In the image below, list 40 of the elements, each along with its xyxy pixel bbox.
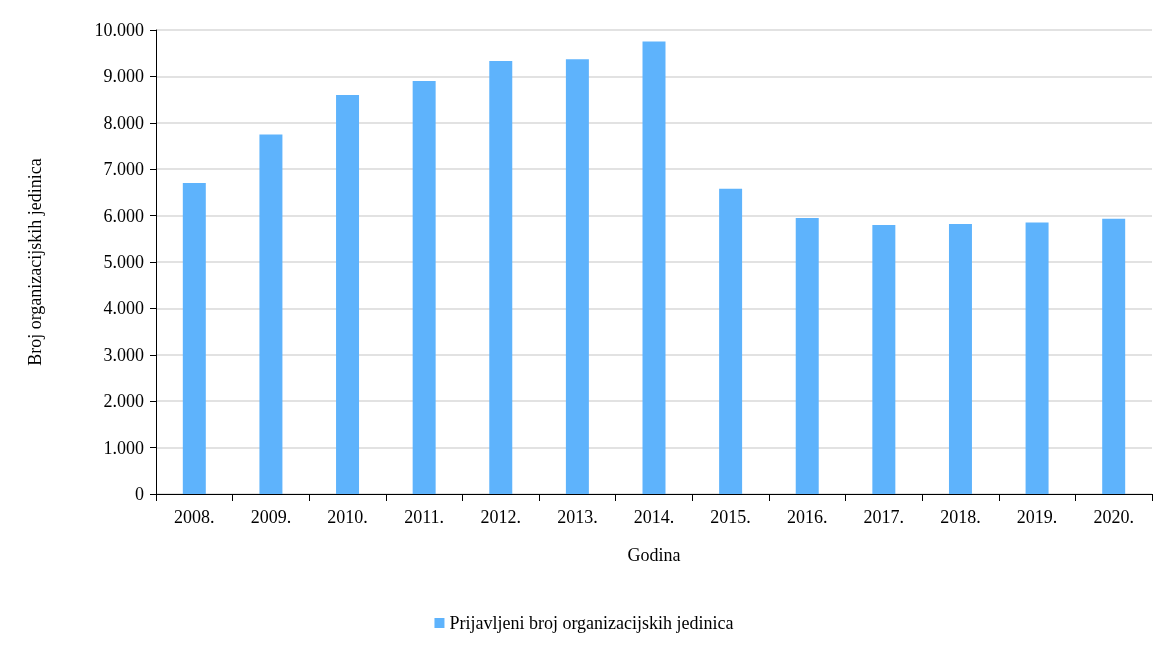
x-tick-label: 2009. xyxy=(250,507,292,527)
y-tick-label: 7.000 xyxy=(103,159,144,180)
bar xyxy=(948,223,972,494)
x-tick-label: 2011. xyxy=(404,507,445,527)
bar xyxy=(259,134,283,494)
bar xyxy=(412,81,436,494)
y-axis-title: Broj organizacijskih jedinica xyxy=(25,158,45,366)
legend-label: Prijavljeni broj organizacijskih jedinica xyxy=(449,613,734,633)
bar xyxy=(336,94,360,494)
y-tick-label: 6.000 xyxy=(103,205,144,226)
x-tick-label: 2015. xyxy=(710,507,751,527)
x-tick-label: 2008. xyxy=(174,507,215,527)
bar xyxy=(642,41,666,494)
x-tick-label: 2018. xyxy=(940,507,981,527)
x-tick-label: 2014. xyxy=(633,507,675,527)
bar xyxy=(565,59,589,494)
y-tick-label: 4.000 xyxy=(103,298,144,319)
y-tick-label: 8.000 xyxy=(103,112,144,133)
bar xyxy=(872,224,896,494)
bar xyxy=(1102,218,1126,494)
bar xyxy=(1025,222,1049,494)
bar xyxy=(795,217,819,494)
y-tick-label: 10.000 xyxy=(94,20,144,40)
x-tick-label: 2012. xyxy=(480,507,522,527)
y-tick-label: 1.000 xyxy=(103,437,144,458)
y-tick-label: 5.000 xyxy=(103,252,144,272)
y-tick-label: 3.000 xyxy=(103,344,144,365)
bar xyxy=(182,183,206,494)
y-tick-label: 0 xyxy=(135,484,144,504)
x-tick-label: 2010. xyxy=(327,507,368,527)
x-tick-label: 2017. xyxy=(863,507,905,527)
bar xyxy=(719,188,743,494)
bar xyxy=(489,61,513,494)
x-tick-label: 2019. xyxy=(1016,507,1058,527)
x-tick-label: 2016. xyxy=(786,507,828,527)
x-axis-title: Godina xyxy=(627,545,681,565)
y-tick-label: 2.000 xyxy=(103,391,144,412)
x-tick-label: 2020. xyxy=(1093,507,1134,527)
x-tick-label: 2013. xyxy=(557,507,598,527)
y-tick-label: 9.000 xyxy=(103,66,144,87)
